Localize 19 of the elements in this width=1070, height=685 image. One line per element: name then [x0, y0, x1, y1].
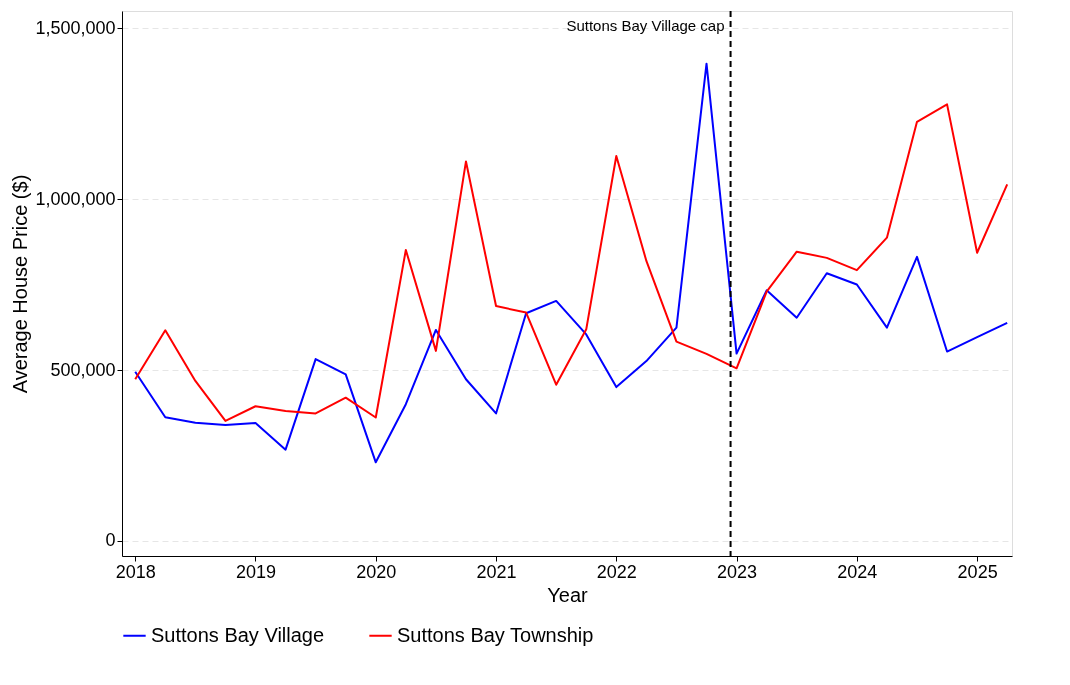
y-tick-label: 500,000: [50, 359, 116, 380]
x-tick-label: 2021: [476, 561, 517, 582]
y-tick-label: 1,500,000: [35, 17, 116, 38]
line-series: [134, 103, 1009, 422]
x-tick-label: 2022: [596, 561, 637, 582]
line-series: [134, 62, 1009, 464]
y-tick-label: 1,000,000: [35, 188, 116, 209]
x-tick-label: 2020: [356, 561, 397, 582]
x-tick-label: 2018: [115, 561, 156, 582]
x-tick-label: 2023: [717, 561, 758, 582]
x-axis-title: Year: [547, 583, 589, 606]
ref-line-label: Suttons Bay Village cap: [566, 17, 725, 34]
y-tick-label: 0: [105, 530, 116, 551]
x-tick-label: 2019: [235, 561, 277, 582]
y-axis-title: Average House Price ($): [9, 174, 32, 394]
legend-label: Suttons Bay Township: [397, 623, 594, 646]
x-tick-label: 2024: [837, 561, 878, 582]
x-tick-label: 2025: [957, 561, 998, 582]
legend-label: Suttons Bay Village: [151, 623, 325, 646]
